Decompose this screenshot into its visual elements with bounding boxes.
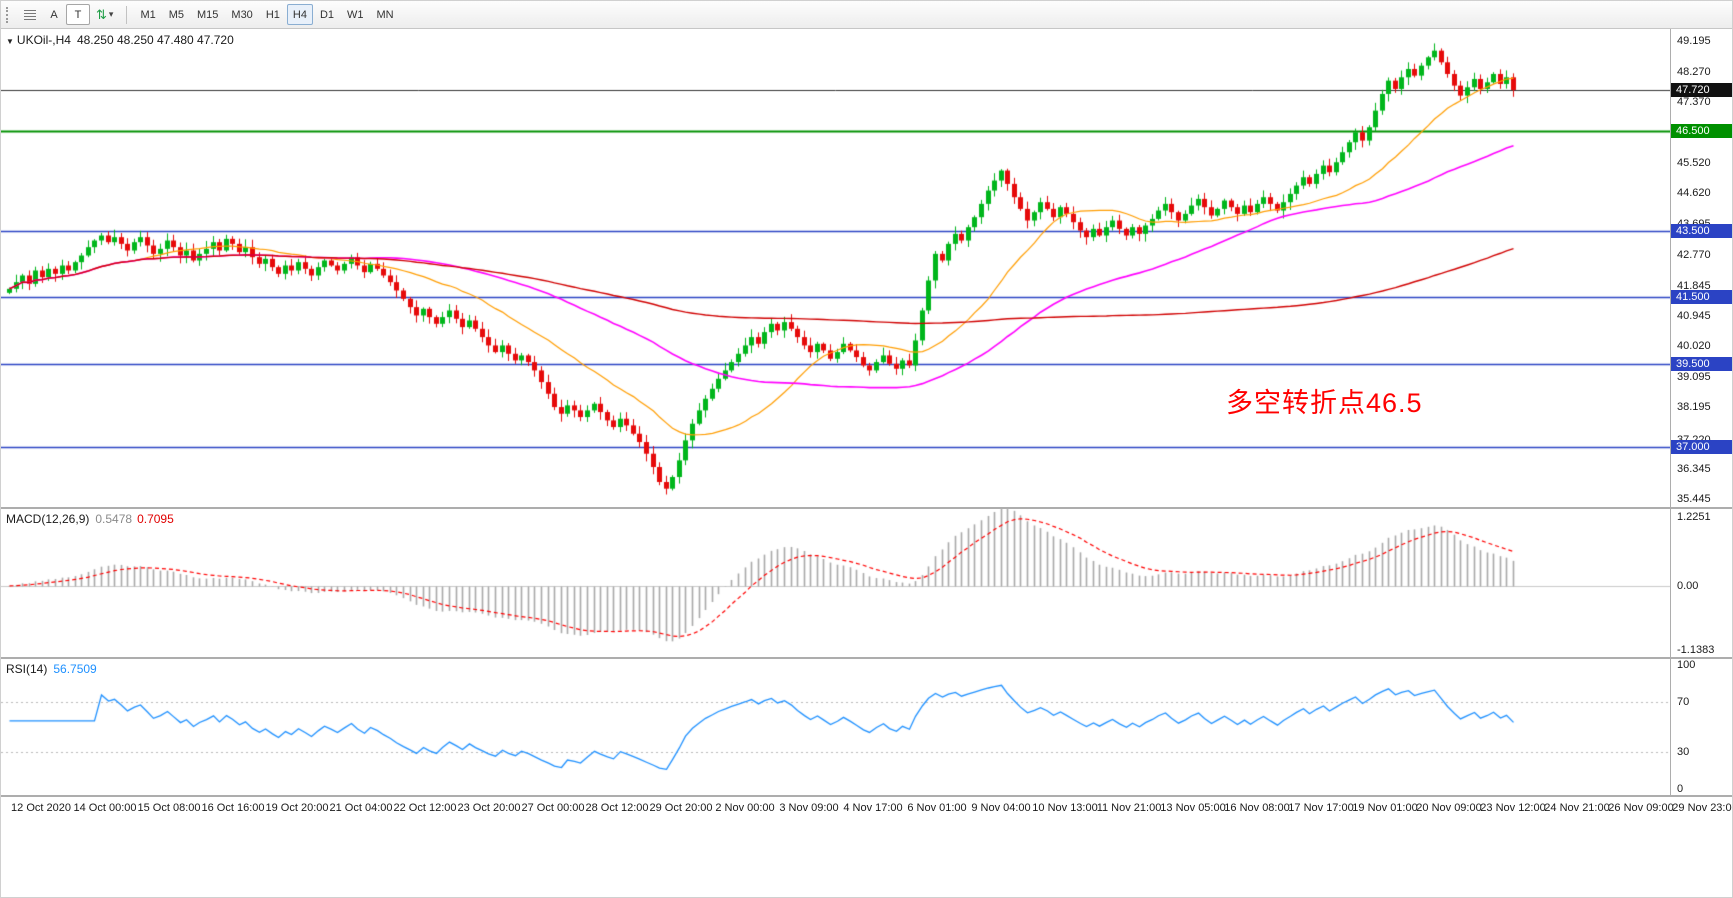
main-toolbar: A T ⇅ ▾ M1 M5 M15 M30 H1 H4 D1 W1 MN xyxy=(1,1,1732,29)
time-axis-label: 26 Nov 09:00 xyxy=(1608,802,1674,814)
timeframe-button-h4[interactable]: H4 xyxy=(286,4,313,25)
price-axis-label: 39.095 xyxy=(1677,371,1711,384)
rsi-indicator-name: RSI(14) xyxy=(6,662,48,676)
rsi-canvas[interactable] xyxy=(1,659,1670,797)
level-price-tag: 43.500 xyxy=(1671,223,1732,238)
timeframe-button-m5[interactable]: M5 xyxy=(163,4,190,25)
time-axis-label: 12 Oct 2020 xyxy=(11,802,71,814)
price-axis-label: 49.195 xyxy=(1677,34,1711,47)
current-price-tag: 47.720 xyxy=(1671,82,1732,97)
time-axis-label: 24 Nov 21:00 xyxy=(1544,802,1610,814)
rsi-axis-label: 0 xyxy=(1677,783,1684,795)
price-axis-label: 36.345 xyxy=(1677,462,1711,475)
timeframe-button-m15[interactable]: M15 xyxy=(191,4,224,25)
cursor-tool-button[interactable]: A xyxy=(42,4,66,25)
chart-title: ▼ UKOil-,H4 48.250 48.250 47.480 47.720 xyxy=(6,33,234,47)
macd-panel: MACD(12,26,9) 0.5478 0.7095 1.2251 0.00 -1.1… xyxy=(1,507,1732,657)
rsi-axis-label: 100 xyxy=(1677,659,1696,671)
time-axis-label: 27 Oct 00:00 xyxy=(521,802,585,814)
charts-bar-button[interactable] xyxy=(18,4,42,25)
timeframe-button-group: M1 M5 M15 M30 H1 H4 D1 W1 MN xyxy=(134,4,399,25)
timeframe-button-w1[interactable]: W1 xyxy=(341,4,370,25)
time-axis-label: 3 Nov 09:00 xyxy=(779,802,839,814)
time-axis-label: 19 Oct 20:00 xyxy=(265,802,329,814)
rsi-value: 56.7509 xyxy=(53,662,97,676)
price-axis[interactable]: 49.19548.27047.37045.52044.62043.69542.7… xyxy=(1670,29,1732,507)
time-axis-label: 11 Nov 21:00 xyxy=(1096,802,1162,814)
price-axis-label: 44.620 xyxy=(1677,187,1711,200)
rsi-axis[interactable]: 100 70 30 0 xyxy=(1670,659,1732,795)
time-axis-label: 17 Nov 17:00 xyxy=(1288,802,1354,814)
rsi-axis-label: 70 xyxy=(1677,696,1690,709)
price-axis-label: 47.370 xyxy=(1677,95,1711,108)
price-axis-label: 40.945 xyxy=(1677,309,1711,322)
toolbar-grip-handle[interactable] xyxy=(6,6,13,23)
time-axis-label: 6 Nov 01:00 xyxy=(907,802,967,814)
level-price-tag: 41.500 xyxy=(1671,290,1732,305)
chart-ohlc-values: 48.250 48.250 47.480 47.720 xyxy=(76,33,234,47)
price-axis-label: 40.020 xyxy=(1677,340,1711,353)
time-axis-label: 22 Oct 12:00 xyxy=(393,802,457,814)
time-axis-label: 16 Oct 16:00 xyxy=(201,802,265,814)
chart-annotation-text: 多空转折点46.5 xyxy=(1226,388,1423,418)
time-axis-label: 4 Nov 17:00 xyxy=(843,802,903,814)
timeframe-button-m1[interactable]: M1 xyxy=(134,4,161,25)
price-axis-label: 35.445 xyxy=(1677,492,1711,505)
time-axis[interactable]: 12 Oct 2020 14 Oct 00:00 15 Oct 08:00 16 Oc… xyxy=(1,797,1733,823)
chart-symbol-timeframe: UKOil-,H4 xyxy=(16,33,71,47)
time-axis-label: 15 Oct 08:00 xyxy=(137,802,201,814)
timeframe-button-m30[interactable]: M30 xyxy=(225,4,258,25)
text-tool-button[interactable]: T xyxy=(66,4,90,25)
time-axis-label: 21 Oct 04:00 xyxy=(329,802,393,814)
price-axis-label: 48.270 xyxy=(1677,65,1711,78)
timeframe-button-d1[interactable]: D1 xyxy=(314,4,340,25)
time-axis-label: 29 Oct 20:00 xyxy=(649,802,713,814)
timeframe-button-h1[interactable]: H1 xyxy=(260,4,286,25)
time-axis-label: 19 Nov 01:00 xyxy=(1352,802,1418,814)
macd-main-value: 0.5478 xyxy=(95,512,133,526)
time-axis-label: 10 Nov 13:00 xyxy=(1032,802,1098,814)
time-axis-label: 20 Nov 09:00 xyxy=(1416,802,1482,814)
timeframe-button-mn[interactable]: MN xyxy=(371,4,400,25)
chevron-down-icon: ▾ xyxy=(108,9,114,19)
time-axis-label: 23 Oct 20:00 xyxy=(457,802,521,814)
time-axis-label: 14 Oct 00:00 xyxy=(73,802,137,814)
level-price-tag: 37.000 xyxy=(1671,440,1732,455)
main-chart-canvas[interactable] xyxy=(1,29,1670,507)
price-axis-label: 42.770 xyxy=(1677,248,1711,261)
price-axis-label: 41.845 xyxy=(1677,279,1711,292)
time-axis-label: 13 Nov 05:00 xyxy=(1160,802,1226,814)
macd-axis-label: 0.00 xyxy=(1677,579,1699,592)
macd-label: MACD(12,26,9) 0.5478 0.7095 xyxy=(6,512,174,526)
dropdown-triangle-icon: ▼ xyxy=(6,37,14,46)
macd-canvas[interactable] xyxy=(1,509,1670,657)
time-axis-label: 9 Nov 04:00 xyxy=(971,802,1031,814)
time-axis-label: 28 Oct 12:00 xyxy=(585,802,649,814)
time-axis-label: 23 Nov 12:00 xyxy=(1480,802,1546,814)
rsi-label: RSI(14) 56.7509 xyxy=(6,662,97,676)
rsi-panel: RSI(14) 56.7509 100 70 30 0 xyxy=(1,657,1732,797)
macd-axis[interactable]: 1.2251 0.00 -1.1383 xyxy=(1670,509,1732,657)
up-down-arrows-icon: ⇅ xyxy=(96,7,107,22)
time-axis-label: 29 Nov 23:00 xyxy=(1672,802,1733,814)
rsi-axis-label: 30 xyxy=(1677,745,1690,758)
price-axis-label: 38.195 xyxy=(1677,401,1711,414)
symbol-cycle-button[interactable]: ⇅ ▾ xyxy=(90,4,119,25)
bar-chart-icon xyxy=(24,9,36,20)
macd-signal-value: 0.7095 xyxy=(137,512,174,526)
level-price-tag: 46.500 xyxy=(1671,123,1732,138)
time-axis-label: 2 Nov 00:00 xyxy=(715,802,775,814)
toolbar-separator xyxy=(126,5,128,24)
macd-axis-label: -1.1383 xyxy=(1677,644,1715,656)
macd-axis-label: 1.2251 xyxy=(1677,511,1711,523)
main-chart-panel: ▼ UKOil-,H4 48.250 48.250 47.480 47.720 多空… xyxy=(1,29,1732,507)
level-price-tag: 39.500 xyxy=(1671,356,1732,371)
time-axis-label: 16 Nov 08:00 xyxy=(1224,802,1290,814)
price-axis-label: 45.520 xyxy=(1677,157,1711,170)
macd-indicator-name: MACD(12,26,9) xyxy=(6,512,90,526)
